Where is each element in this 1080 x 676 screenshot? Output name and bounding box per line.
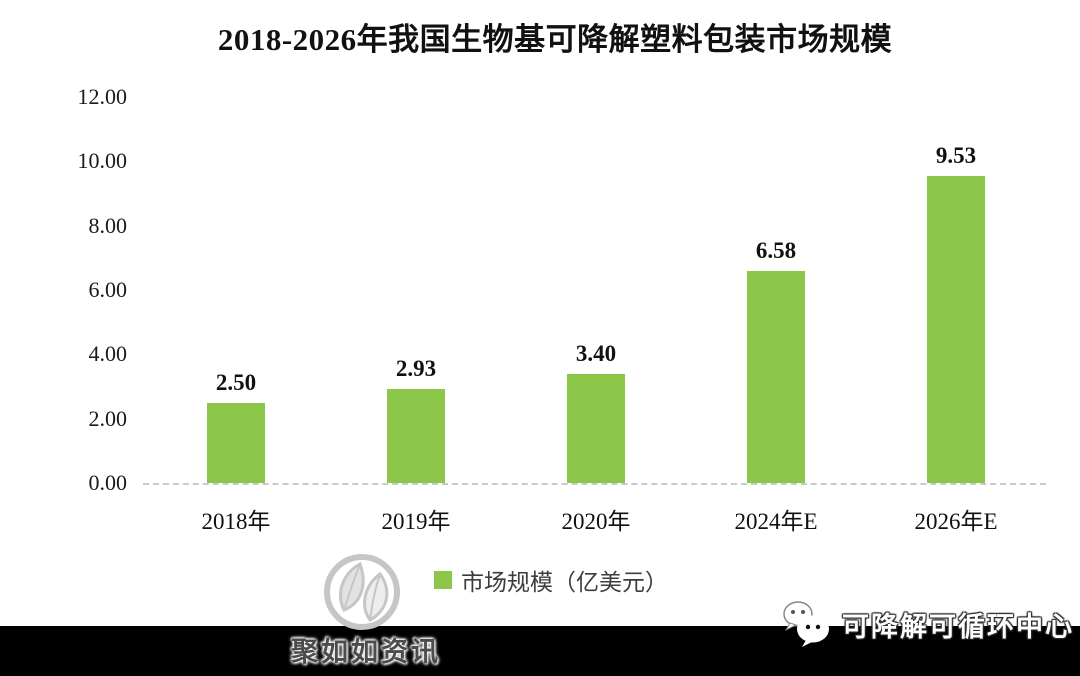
chart-title: 2018-2026年我国生物基可降解塑料包装市场规模 <box>217 22 893 57</box>
right-watermark: 可降解可循环中心 <box>778 598 1074 650</box>
legend-label: 市场规模（亿美元） <box>461 570 668 595</box>
right-watermark-text: 可降解可循环中心 <box>842 611 1074 642</box>
x-tick-label: 2024年E <box>734 509 818 534</box>
value-label: 3.40 <box>575 340 617 366</box>
y-tick-label: 6.00 <box>88 277 128 302</box>
footer-band <box>0 626 1080 676</box>
x-tick-label: 2018年 <box>201 509 271 534</box>
legend-swatch-icon <box>434 571 452 589</box>
y-tick-label: 2.00 <box>88 405 128 431</box>
left-watermark-text: 聚如如资讯 <box>291 637 441 667</box>
y-tick-label: 10.00 <box>77 148 128 174</box>
y-tick-label: 4.00 <box>88 341 128 367</box>
y-tick-label: 12.00 <box>77 84 128 109</box>
x-tick-label: 2019年 <box>381 509 451 534</box>
bar-2020年 <box>567 373 625 483</box>
legend: 市场规模（亿美元） <box>434 563 668 597</box>
bar-2019年 <box>387 388 445 483</box>
x-tick-label: 2026年E <box>914 509 998 534</box>
value-label: 2.93 <box>395 355 437 381</box>
x-tick-label: 2020年 <box>561 509 631 534</box>
value-label: 9.53 <box>935 143 977 169</box>
bar-2024年E <box>747 271 805 483</box>
leaf-logo-icon <box>324 554 400 630</box>
y-tick-label: 8.00 <box>88 212 128 238</box>
value-label: 2.50 <box>215 369 257 395</box>
bar-2026年E <box>927 176 985 483</box>
x-axis-baseline <box>143 483 1046 485</box>
value-label: 6.58 <box>755 238 797 264</box>
wechat-icon <box>783 601 829 647</box>
y-tick-label: 0.00 <box>88 470 128 495</box>
bar-2018年 <box>207 402 265 483</box>
